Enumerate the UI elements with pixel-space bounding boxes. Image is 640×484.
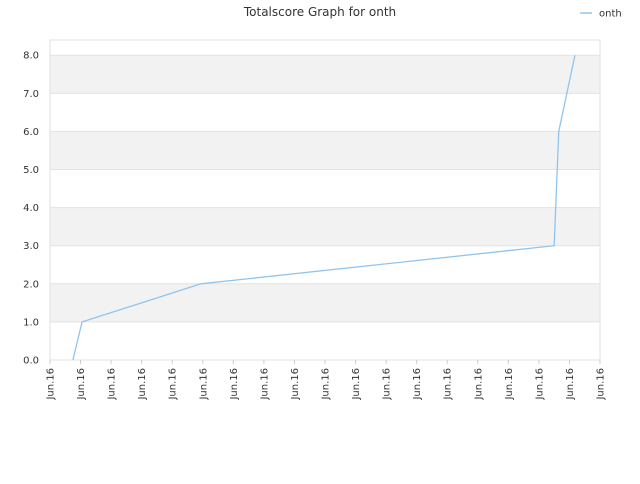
- x-tick-label: Jun.16: [137, 368, 148, 401]
- y-tick-label: 7.0: [23, 89, 39, 100]
- chart-title: Totalscore Graph for onth: [243, 5, 396, 19]
- x-tick-label: Jun.16: [351, 368, 362, 401]
- y-tick-label: 2.0: [23, 279, 39, 290]
- x-tick-label: Jun.16: [534, 368, 545, 401]
- legend-label: onth: [599, 9, 622, 20]
- x-tick-label: Jun.16: [168, 368, 179, 401]
- y-tick-label: 8.0: [23, 51, 39, 62]
- x-tick-label: Jun.16: [504, 368, 515, 401]
- x-tick-label: Jun.16: [290, 368, 301, 401]
- x-tick-label: Jun.16: [76, 368, 87, 401]
- grid-band: [50, 131, 600, 170]
- grid-band: [50, 283, 600, 322]
- x-tick-label: Jun.16: [259, 368, 270, 401]
- x-tick-label: Jun.16: [46, 368, 57, 401]
- x-tick-label: Jun.16: [107, 368, 118, 401]
- x-tick-label: Jun.16: [443, 368, 454, 401]
- y-tick-label: 3.0: [23, 241, 39, 252]
- x-tick-label: Jun.16: [565, 368, 576, 401]
- x-tick-label: Jun.16: [321, 368, 332, 401]
- x-tick-label: Jun.16: [229, 368, 240, 401]
- x-tick-label: Jun.16: [473, 368, 484, 401]
- x-tick-label: Jun.16: [412, 368, 423, 401]
- x-tick-label: Jun.16: [596, 368, 607, 401]
- x-tick-label: Jun.16: [382, 368, 393, 401]
- series-line: [72, 55, 576, 361]
- grid-band: [50, 207, 600, 246]
- y-tick-label: 1.0: [23, 317, 39, 328]
- y-tick-label: 5.0: [23, 165, 39, 176]
- y-tick-label: 6.0: [23, 127, 39, 138]
- y-tick-label: 4.0: [23, 203, 39, 214]
- grid-band: [50, 55, 600, 94]
- y-tick-label: 0.0: [23, 356, 39, 367]
- x-tick-label: Jun.16: [198, 368, 209, 401]
